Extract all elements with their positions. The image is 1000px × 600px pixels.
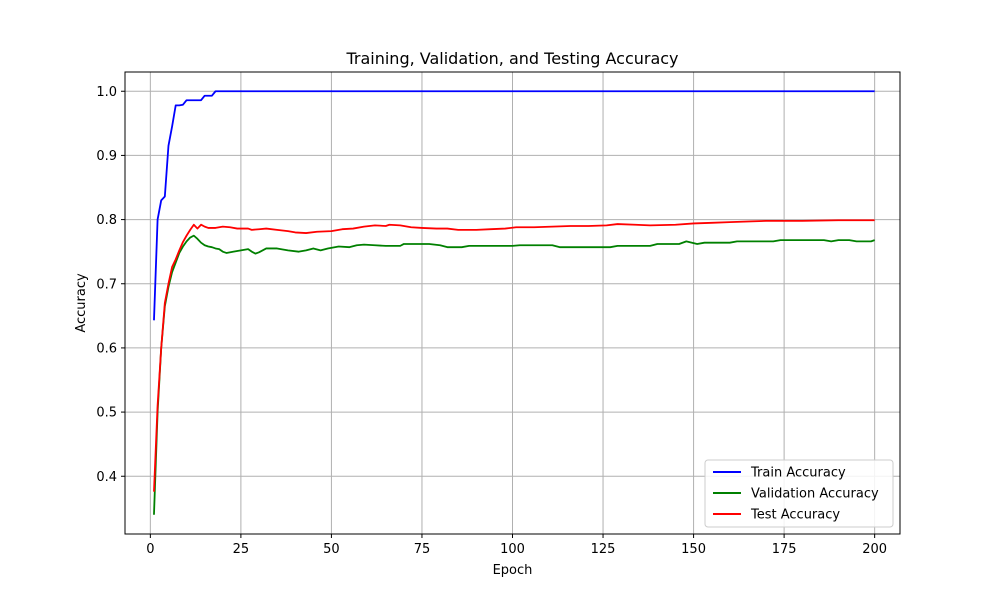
y-tick-label: 0.5 <box>96 406 117 421</box>
legend-label: Validation Accuracy <box>751 487 879 502</box>
chart-title: Training, Validation, and Testing Accura… <box>345 49 678 68</box>
x-tick-label: 25 <box>233 542 250 557</box>
x-tick-label: 100 <box>500 542 525 557</box>
x-tick-label: 175 <box>772 542 797 557</box>
y-tick-label: 0.9 <box>96 149 117 164</box>
legend-label: Train Accuracy <box>750 466 846 481</box>
x-tick-label: 50 <box>323 542 340 557</box>
legend-label: Test Accuracy <box>750 508 840 523</box>
x-tick-label: 125 <box>591 542 616 557</box>
legend-box <box>704 459 894 528</box>
y-tick-label: 0.4 <box>96 470 117 485</box>
x-tick-label: 0 <box>146 542 154 557</box>
x-tick-label: 150 <box>681 542 706 557</box>
y-tick-label: 1.0 <box>96 85 117 100</box>
y-tick-label: 0.8 <box>96 213 117 228</box>
x-tick-label: 200 <box>862 542 887 557</box>
y-axis-label: Accuracy <box>74 273 89 333</box>
validation-accuracy-line <box>153 234 875 515</box>
x-axis: 0 25 50 75 100 125 150 175 200 <box>146 534 887 557</box>
train-accuracy-line <box>153 90 875 321</box>
plot-lines <box>153 90 875 515</box>
y-axis: 0.4 0.5 0.6 0.7 0.8 0.9 1.0 <box>96 85 125 485</box>
legend: Train Accuracy Validation Accuracy Test Ac… <box>704 459 894 528</box>
x-axis-label: Epoch <box>493 563 533 578</box>
x-tick-label: 75 <box>414 542 431 557</box>
test-accuracy-line <box>153 219 875 492</box>
y-tick-label: 0.7 <box>96 277 117 292</box>
y-tick-label: 0.6 <box>96 341 117 356</box>
